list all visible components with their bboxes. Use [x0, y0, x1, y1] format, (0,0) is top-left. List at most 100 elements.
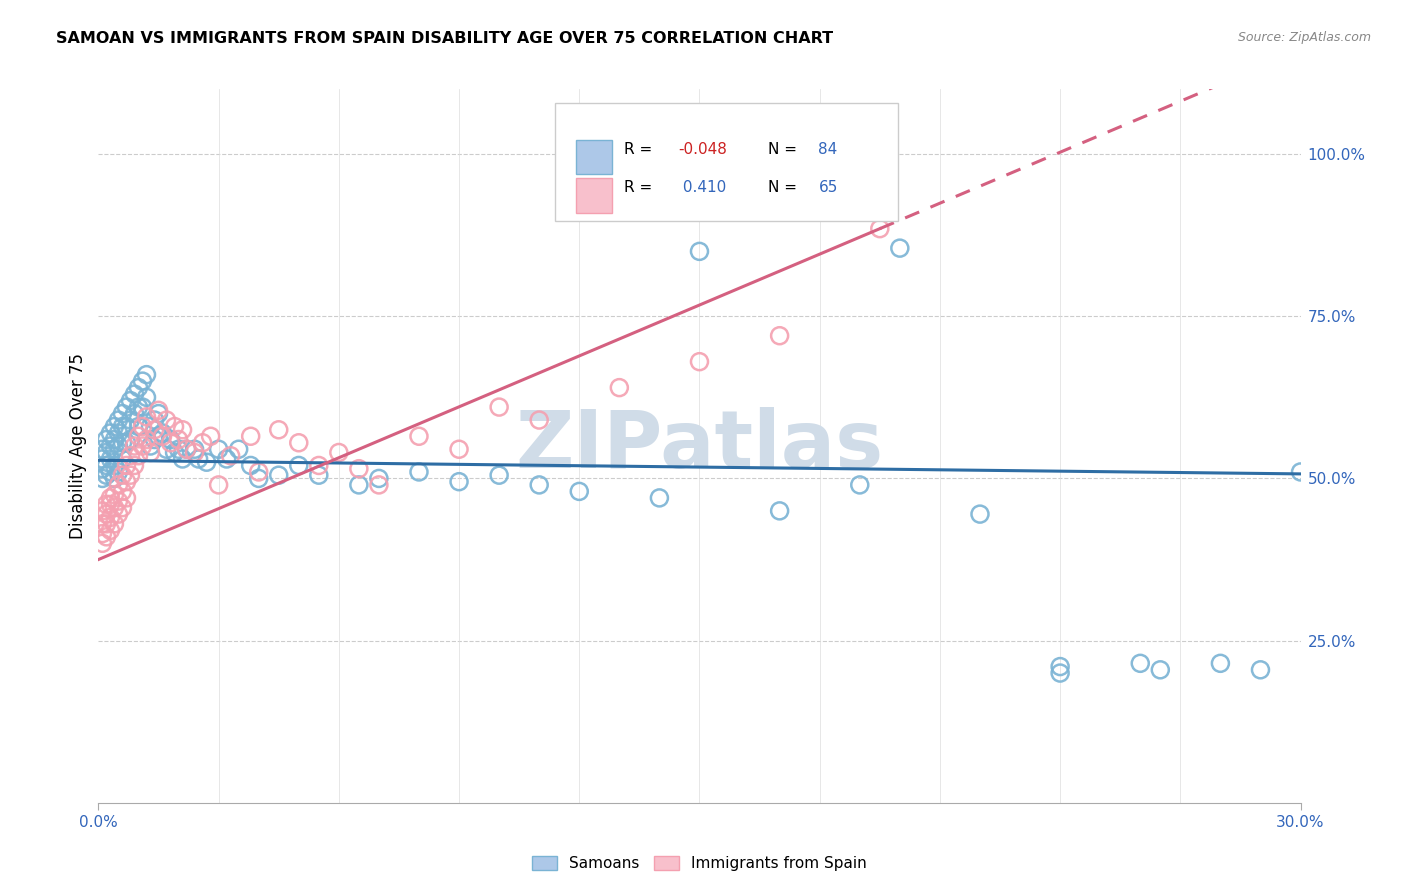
Point: [143, 413, 166, 427]
Point: [159, 435, 181, 450]
Point: [115, 400, 138, 414]
Point: [135, 368, 157, 382]
Y-axis label: Disability Age Over 75: Disability Age Over 75: [69, 353, 87, 539]
Point: [447, 442, 470, 457]
Point: [529, 413, 551, 427]
Point: [148, 407, 170, 421]
Point: [96, 516, 118, 531]
Point: [148, 403, 170, 417]
Point: [103, 442, 125, 457]
Point: [91, 536, 114, 550]
Point: [100, 425, 122, 440]
Point: [1049, 666, 1071, 681]
Point: [135, 409, 157, 424]
Point: [100, 524, 122, 538]
Text: Source: ZipAtlas.com: Source: ZipAtlas.com: [1237, 31, 1371, 45]
Point: [191, 435, 214, 450]
Point: [96, 468, 118, 483]
Point: [447, 475, 470, 489]
Point: [131, 419, 153, 434]
Point: [308, 458, 330, 473]
Point: [176, 442, 198, 457]
Point: [111, 452, 134, 467]
Point: [100, 452, 122, 467]
Text: 84: 84: [818, 142, 838, 157]
Point: [155, 442, 177, 457]
Point: [869, 221, 891, 235]
Point: [239, 458, 262, 473]
Point: [408, 429, 430, 443]
Point: [107, 494, 129, 508]
Point: [100, 491, 122, 505]
Bar: [575, 140, 612, 174]
Point: [107, 478, 129, 492]
Point: [267, 468, 290, 483]
Point: [124, 439, 146, 453]
Point: [91, 471, 114, 485]
Point: [163, 445, 186, 459]
Point: [152, 425, 174, 440]
Point: [124, 407, 146, 421]
Point: [183, 445, 205, 459]
Point: [208, 442, 231, 457]
Point: [111, 468, 134, 483]
Point: [103, 419, 125, 434]
Point: [100, 439, 122, 453]
Point: [889, 241, 911, 255]
Point: [1209, 657, 1232, 671]
Point: [96, 433, 118, 447]
Point: [103, 516, 125, 531]
Point: [91, 442, 114, 457]
Point: [139, 445, 162, 459]
Point: [96, 445, 118, 459]
Point: [115, 475, 138, 489]
Text: ZIPatlas: ZIPatlas: [516, 407, 883, 485]
Point: [96, 497, 118, 511]
Point: [124, 387, 146, 401]
Point: [155, 413, 177, 427]
Point: [131, 374, 153, 388]
Point: [111, 407, 134, 421]
Point: [529, 478, 551, 492]
Point: [103, 433, 125, 447]
Point: [135, 433, 157, 447]
Point: [148, 429, 170, 443]
Point: [195, 455, 218, 469]
Point: [648, 491, 671, 505]
Point: [143, 423, 166, 437]
Point: [91, 504, 114, 518]
Point: [107, 413, 129, 427]
Point: [347, 478, 370, 492]
Point: [128, 419, 150, 434]
Point: [128, 381, 150, 395]
Text: SAMOAN VS IMMIGRANTS FROM SPAIN DISABILITY AGE OVER 75 CORRELATION CHART: SAMOAN VS IMMIGRANTS FROM SPAIN DISABILI…: [56, 31, 834, 46]
Point: [488, 468, 510, 483]
Point: [200, 429, 222, 443]
Point: [128, 400, 150, 414]
Point: [368, 471, 391, 485]
Text: R =: R =: [624, 180, 657, 195]
Point: [120, 468, 142, 483]
Point: [143, 433, 166, 447]
Point: [228, 442, 250, 457]
Point: [1129, 657, 1152, 671]
Point: [172, 452, 194, 467]
Point: [91, 461, 114, 475]
Point: [689, 244, 711, 259]
Point: [139, 439, 162, 453]
Point: [308, 468, 330, 483]
Point: [219, 449, 242, 463]
Point: [115, 435, 138, 450]
Point: [689, 354, 711, 368]
Point: [176, 442, 198, 457]
Point: [163, 419, 186, 434]
Point: [128, 449, 150, 463]
Point: [91, 452, 114, 467]
Text: N =: N =: [768, 142, 801, 157]
Point: [208, 478, 231, 492]
Point: [167, 442, 190, 457]
Point: [131, 439, 153, 453]
Point: [120, 393, 142, 408]
Point: [128, 429, 150, 443]
Point: [609, 381, 631, 395]
